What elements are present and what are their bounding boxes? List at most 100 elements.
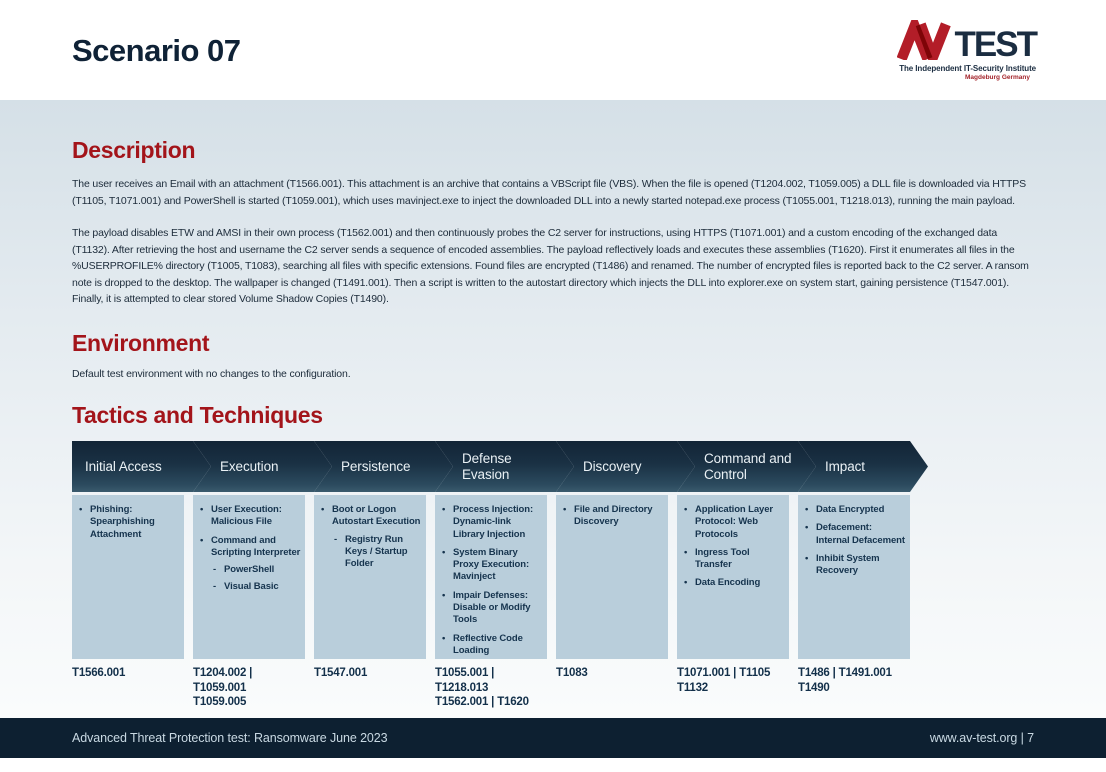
bullet-marker: • xyxy=(805,552,809,564)
logo-subtagline: Magdeburg Germany xyxy=(964,74,1030,81)
environment-heading: Environment xyxy=(72,329,210,356)
cell-impact: • Data Encrypted • Defacement: Internal Def… xyxy=(798,495,910,659)
description-paragraph-2: The payload disables ETW and AMSI in the… xyxy=(72,227,1029,305)
footer-test-name: Advanced Threat Protection test: Ransomw… xyxy=(72,731,388,745)
content-area: Description The user receives an Email w… xyxy=(0,100,1106,718)
footer-url-page-number: www.av-test.org | 7 xyxy=(929,731,1034,745)
technique-label: Ingress Tool Transfer xyxy=(695,546,750,571)
technique-id-line: T1071.001 | T1105 xyxy=(677,667,771,679)
technique-item: • Boot or Logon Autostart Execution xyxy=(321,504,422,529)
technique-item: • Application Layer Protocol: Web Protoco… xyxy=(684,504,785,541)
page-header: Scenario 07 TEST The Independent IT-Secu… xyxy=(0,0,1106,100)
bullet-marker: • xyxy=(563,504,567,515)
technique-id-line: T1490 xyxy=(798,681,830,694)
tactic-header-defense-evasion: Defense Evasion xyxy=(435,441,574,492)
technique-label: Application Layer Protocol: Web Protocol… xyxy=(695,504,774,540)
technique-item: • Process Injection: Dynamic-link Library… xyxy=(442,504,543,541)
tactic-header-discovery: Discovery xyxy=(556,441,695,492)
bullet-marker: • xyxy=(200,504,204,515)
cell-persistence: • Boot or Logon Autostart Execution - Regis… xyxy=(314,495,426,659)
environment-text: Default test environment with no changes… xyxy=(72,367,351,380)
cell-initial-access: • Phishing: Spearphishing Attachment xyxy=(72,495,184,659)
technique-cells-row: • Phishing: Spearphishing Attachment • Use… xyxy=(72,495,932,659)
description-paragraph-1: The user receives an Email with an attac… xyxy=(72,178,1026,207)
technique-subitem: - Registry Run Keys / Startup Folder xyxy=(334,534,422,571)
avtest-logo-row: TEST xyxy=(880,20,1038,65)
technique-item: • Ingress Tool Transfer xyxy=(684,547,785,572)
technique-label: Defacement: Internal Defacement xyxy=(816,522,905,546)
bullet-marker: • xyxy=(442,546,446,558)
bullet-marker: • xyxy=(684,577,688,589)
technique-id-line: T1055.001 | T1218.013 xyxy=(435,667,495,694)
technique-label: Registry Run Keys / Startup Folder xyxy=(345,533,408,570)
technique-item: • File and Directory Discovery xyxy=(563,504,664,529)
tactic-header-execution: Execution xyxy=(193,441,332,492)
technique-item: • Defacement: Internal Defacement xyxy=(805,522,906,547)
logo-test-text: TEST xyxy=(954,25,1038,65)
technique-id-line: T1547.001 xyxy=(314,667,368,679)
technique-id-line: T1059.005 xyxy=(193,696,247,708)
technique-subitem: - Visual Basic xyxy=(213,581,301,593)
technique-item: • Command and Scripting Interpreter xyxy=(200,535,301,560)
technique-item: • User Execution: Malicious File xyxy=(200,504,301,529)
technique-label: Data Encrypted xyxy=(816,504,885,515)
description-heading: Description xyxy=(72,137,196,163)
cell-defense-evasion: • Process Injection: Dynamic-link Library… xyxy=(435,495,547,659)
bullet-marker: - xyxy=(213,564,217,576)
technique-id-line: T1083 xyxy=(556,667,588,679)
tactic-header-initial-access: Initial Access xyxy=(72,441,211,492)
av-monogram-icon xyxy=(896,20,951,60)
ids-initial-access: T1566.001 xyxy=(72,666,184,710)
bullet-marker: • xyxy=(805,522,809,534)
technique-label: Process Injection: Dynamic-link Library … xyxy=(453,504,534,540)
technique-item: • Data Encrypted xyxy=(805,504,906,516)
bottom-margin xyxy=(0,758,1106,772)
ids-discovery: T1083 xyxy=(556,666,668,710)
cell-command-and-control: • Application Layer Protocol: Web Protoco… xyxy=(677,495,789,659)
avtest-logo: TEST The Independent IT-Security Institu… xyxy=(880,20,1038,81)
technique-id-line: T1566.001 xyxy=(72,667,126,679)
technique-label: Data Encoding xyxy=(695,577,761,589)
technique-label: Boot or Logon Autostart Execution xyxy=(332,504,421,528)
tactic-header-impact: Impact xyxy=(798,441,928,492)
technique-item: • Data Encoding xyxy=(684,577,785,589)
technique-id-line: T1132 xyxy=(677,681,708,694)
ids-impact: T1486 | T1491.001 T1490 xyxy=(798,666,910,710)
bullet-marker: - xyxy=(334,533,338,545)
technique-item: • System Binary Proxy Execution: Mavinjec… xyxy=(442,547,543,584)
technique-label: Phishing: Spearphishing Attachment xyxy=(90,504,155,540)
tactics-heading: Tactics and Techniques xyxy=(72,402,323,428)
technique-ids-row: T1566.001 T1204.002 | T1059.001 T1059.005… xyxy=(72,666,932,710)
cell-execution: • User Execution: Malicious File • Command … xyxy=(193,495,305,659)
technique-label: Inhibit System Recovery xyxy=(816,552,880,577)
tactics-matrix: Initial Access Execution Persistence Def… xyxy=(72,441,932,710)
technique-label: Reflective Code Loading xyxy=(453,632,523,656)
technique-id-line: T1562.001 | T1620 xyxy=(435,696,529,708)
bullet-marker: • xyxy=(321,504,325,515)
technique-item: • Reflective Code Loading xyxy=(442,633,543,658)
bullet-marker: - xyxy=(213,581,217,593)
bullet-marker: • xyxy=(684,546,688,558)
technique-label: Impair Defenses: Disable or Modify Tools xyxy=(453,589,531,626)
bullet-marker: • xyxy=(442,504,446,515)
technique-label: File and Directory Discovery xyxy=(574,504,653,528)
ids-persistence: T1547.001 xyxy=(314,666,426,710)
ids-execution: T1204.002 | T1059.001 T1059.005 xyxy=(193,666,305,710)
bullet-marker: • xyxy=(200,534,204,546)
logo-tagline: The Independent IT-Security Institute xyxy=(899,64,1036,73)
technique-item: • Impair Defenses: Disable or Modify Tool… xyxy=(442,590,543,627)
technique-label: System Binary Proxy Execution: Mavinject xyxy=(453,546,530,583)
bullet-marker: • xyxy=(805,504,809,515)
technique-subitem: - PowerShell xyxy=(213,564,301,576)
bullet-marker: • xyxy=(684,504,688,515)
ids-command-and-control: T1071.001 | T1105 T1132 xyxy=(677,666,789,710)
technique-id-line: T1486 | T1491.001 xyxy=(798,667,892,679)
technique-id-line: T1204.002 | T1059.001 xyxy=(193,667,253,694)
bullet-marker: • xyxy=(442,632,446,644)
technique-label: Visual Basic xyxy=(224,581,279,593)
technique-label: User Execution: Malicious File xyxy=(211,504,282,528)
technique-item: • Inhibit System Recovery xyxy=(805,553,906,578)
tactic-header-persistence: Persistence xyxy=(314,441,453,492)
bullet-marker: • xyxy=(442,589,446,601)
page-title: Scenario 07 xyxy=(72,33,241,68)
